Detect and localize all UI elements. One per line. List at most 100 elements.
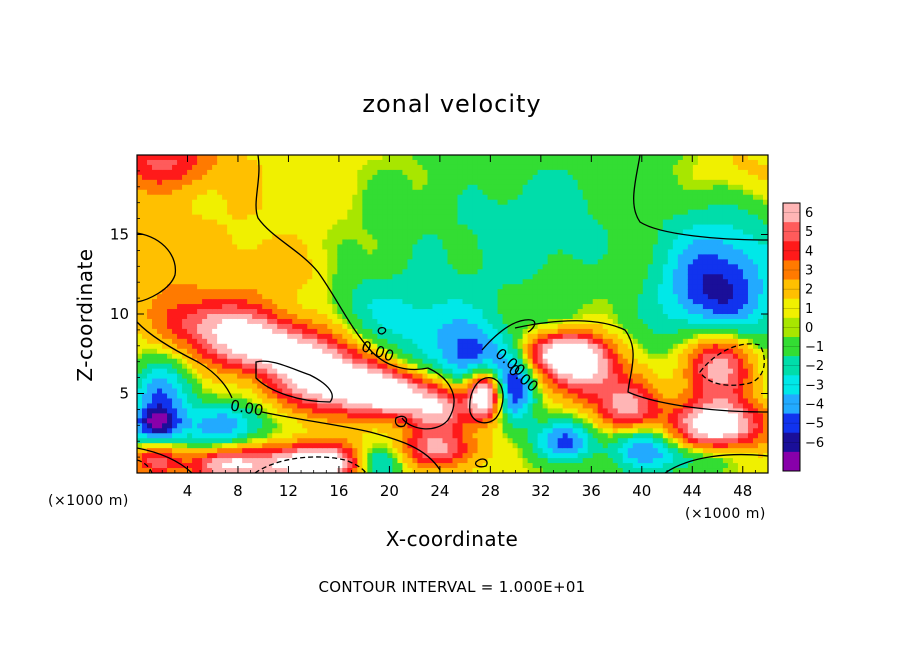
heatmap-cell: [322, 244, 328, 251]
heatmap-cell: [337, 234, 343, 241]
heatmap-cell: [477, 428, 484, 434]
heatmap-cell: [142, 159, 148, 166]
heatmap-cell: [517, 438, 524, 444]
heatmap-cell: [177, 179, 183, 186]
heatmap-cell: [232, 383, 238, 390]
heatmap-cell: [282, 219, 288, 226]
heatmap-cell: [297, 408, 303, 414]
heatmap-cell: [327, 373, 333, 380]
heatmap-cell: [452, 214, 459, 221]
heatmap-cell: [457, 378, 464, 385]
heatmap-cell: [262, 279, 268, 285]
heatmap-cell: [477, 254, 484, 260]
heatmap-cell: [287, 318, 293, 325]
heatmap-cell: [327, 348, 333, 355]
heatmap-cell: [412, 204, 419, 211]
heatmap-cell: [317, 338, 323, 345]
heatmap-cell: [427, 323, 434, 330]
heatmap-cell: [177, 254, 183, 260]
heatmap-cell: [147, 219, 153, 226]
heatmap-cell: [227, 269, 233, 275]
heatmap-cell: [232, 289, 238, 295]
heatmap-cell: [237, 179, 243, 186]
heatmap-cell: [222, 304, 228, 310]
heatmap-cell: [237, 229, 243, 236]
heatmap-cell: [517, 368, 524, 375]
heatmap-cell: [177, 159, 183, 166]
heatmap-cell: [382, 418, 388, 424]
heatmap-cell: [377, 169, 383, 176]
heatmap-cell: [332, 239, 338, 246]
heatmap-cell: [447, 363, 454, 370]
heatmap-cell: [222, 468, 228, 473]
heatmap-cell: [357, 348, 363, 355]
heatmap-cell: [477, 453, 484, 459]
heatmap-cell: [312, 443, 318, 449]
heatmap-cell: [422, 179, 429, 186]
heatmap-cell: [267, 388, 273, 395]
heatmap-cell: [172, 234, 178, 241]
heatmap-cell: [282, 229, 288, 236]
heatmap-cell: [517, 209, 524, 216]
heatmap-cell: [177, 468, 183, 473]
heatmap-cell: [182, 423, 188, 429]
heatmap-cell: [522, 299, 529, 305]
heatmap-cell: [327, 244, 333, 251]
heatmap-cell: [442, 199, 449, 206]
heatmap-cell: [302, 373, 308, 380]
heatmap-cell: [147, 244, 153, 251]
heatmap-cell: [282, 234, 288, 241]
heatmap-cell: [152, 269, 158, 275]
heatmap-cell: [317, 159, 323, 166]
heatmap-cell: [187, 383, 193, 390]
heatmap-cell: [402, 194, 409, 201]
heatmap-cell: [207, 373, 213, 380]
heatmap-cell: [317, 373, 323, 380]
heatmap-cell: [472, 289, 479, 295]
heatmap-cell: [422, 234, 429, 241]
heatmap-cell: [332, 279, 338, 285]
heatmap-cell: [212, 458, 218, 464]
heatmap-cell: [212, 418, 218, 424]
heatmap-cell: [402, 353, 409, 360]
heatmap-cell: [327, 304, 333, 310]
heatmap-cell: [212, 314, 218, 320]
heatmap-cell: [347, 289, 353, 295]
heatmap-cell: [237, 323, 243, 330]
heatmap-cell: [277, 343, 283, 350]
heatmap-cell: [462, 209, 469, 216]
heatmap-cell: [442, 264, 449, 270]
heatmap-cell: [322, 438, 328, 444]
heatmap-cell: [377, 353, 383, 360]
heatmap-cell: [402, 318, 409, 325]
heatmap-cell: [152, 443, 158, 449]
heatmap-cell: [252, 353, 258, 360]
heatmap-cell: [307, 348, 313, 355]
heatmap-cell: [152, 363, 158, 370]
heatmap-cell: [412, 184, 419, 191]
heatmap-cell: [182, 284, 188, 290]
heatmap-cell: [372, 274, 378, 280]
heatmap-cell: [392, 378, 399, 385]
heatmap-cell: [357, 179, 363, 186]
heatmap-cell: [302, 274, 308, 280]
heatmap-cell: [392, 169, 399, 176]
heatmap-cell: [447, 463, 454, 469]
heatmap-cell: [197, 443, 203, 449]
heatmap-cell: [327, 403, 333, 410]
heatmap-cell: [487, 393, 494, 400]
heatmap-cell: [192, 179, 198, 186]
heatmap-cell: [362, 219, 368, 226]
heatmap-cell: [182, 174, 188, 181]
heatmap-cell: [427, 458, 434, 464]
heatmap-cell: [507, 179, 514, 186]
heatmap-cell: [217, 468, 223, 473]
heatmap-cell: [187, 174, 193, 181]
heatmap-cell: [167, 204, 173, 211]
heatmap-cell: [302, 289, 308, 295]
heatmap-cell: [157, 428, 163, 434]
heatmap-cell: [187, 204, 193, 211]
heatmap-cell: [467, 289, 474, 295]
heatmap-cell: [417, 388, 424, 395]
heatmap-cell: [462, 169, 469, 176]
